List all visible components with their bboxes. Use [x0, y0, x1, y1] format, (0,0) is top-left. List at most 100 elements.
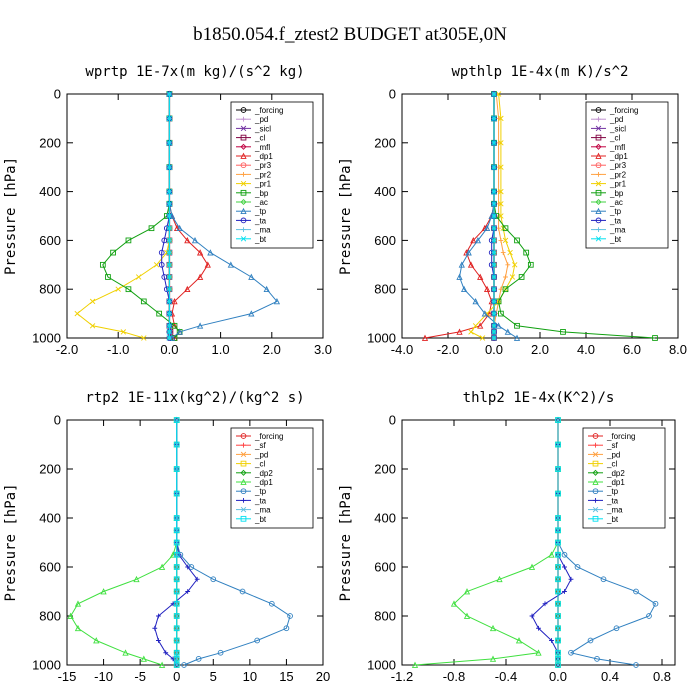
legend-label: _cl	[606, 460, 617, 469]
data-point	[514, 322, 520, 329]
x-tick-label: -0.8	[443, 669, 465, 684]
legend-label: _bt	[254, 235, 267, 244]
data-point	[140, 298, 147, 305]
data-point	[173, 490, 180, 497]
data-point	[184, 285, 191, 293]
data-point	[483, 285, 491, 293]
figure-title: b1850.054.f_ztest2 BUDGET at305E,0N	[193, 24, 507, 45]
legend-marker	[595, 236, 602, 242]
data-point	[273, 297, 281, 305]
legend-label: _forcing	[609, 106, 638, 115]
chart-panel-3: rtp2 1E-11x(kg^2)/(kg^2 s) Pressure [hPa]…	[3, 390, 330, 684]
legend-label: _ma	[254, 506, 271, 515]
data-point	[268, 600, 275, 607]
data-point	[511, 262, 518, 268]
legend-marker	[240, 207, 247, 215]
data-point	[555, 527, 561, 534]
series-bt	[555, 417, 561, 668]
data-point	[491, 164, 497, 170]
data-point	[491, 310, 497, 317]
data-point	[491, 237, 497, 244]
data-point	[503, 274, 508, 280]
data-point	[156, 613, 161, 619]
data-point	[176, 224, 183, 232]
data-point	[515, 637, 523, 644]
data-point	[173, 625, 180, 632]
data-point	[555, 613, 561, 619]
data-point	[152, 625, 158, 631]
data-point	[166, 249, 173, 256]
data-point	[529, 613, 535, 619]
data-point	[173, 662, 180, 668]
data-point	[166, 298, 173, 305]
legend-label: _ma	[606, 506, 623, 515]
data-point	[161, 237, 168, 244]
legend-marker	[592, 433, 599, 439]
legend-marker	[595, 207, 602, 215]
data-point	[489, 655, 497, 662]
legend-marker	[240, 125, 247, 132]
legend-label: _forcing	[254, 432, 283, 441]
series-bt	[173, 417, 180, 668]
data-point	[479, 335, 486, 341]
data-point	[491, 91, 497, 97]
x-tick-label: 0.0	[485, 342, 503, 357]
data-point	[505, 262, 511, 268]
data-point	[166, 164, 173, 170]
series-pr1	[74, 91, 173, 341]
data-point	[239, 588, 246, 595]
y-tick-label: 0	[54, 413, 61, 428]
legend-marker	[240, 162, 247, 169]
legend-marker	[241, 227, 246, 232]
data-point	[166, 91, 173, 97]
data-point	[548, 551, 555, 558]
chart-panel-1: wprtp 1E-7x(m kg)/(s^2 kg) Pressure [hPa]…	[3, 64, 332, 357]
data-point	[472, 323, 479, 329]
data-point	[491, 323, 497, 329]
data-point	[125, 286, 132, 293]
data-point	[633, 662, 639, 668]
data-point	[173, 466, 180, 472]
legend-marker	[240, 152, 247, 159]
x-tick-label: 2.0	[531, 342, 549, 357]
y-tick-label: 1000	[32, 331, 61, 346]
data-point	[248, 310, 255, 317]
series-line	[70, 420, 178, 666]
data-point	[468, 329, 474, 335]
data-point	[217, 649, 224, 656]
data-point	[502, 225, 509, 232]
legend-marker	[593, 498, 598, 503]
data-point	[568, 649, 574, 656]
data-point	[536, 625, 541, 631]
data-point	[196, 322, 204, 329]
data-point	[74, 624, 82, 632]
data-point	[254, 637, 261, 644]
x-tick-label: 1.0	[212, 342, 230, 357]
legend-label: _bt	[606, 515, 619, 524]
x-tick-label: -4.0	[391, 342, 413, 357]
data-point	[498, 164, 504, 170]
data-point	[176, 328, 183, 335]
legend-label: _bp	[254, 189, 269, 198]
data-point	[166, 310, 173, 317]
legend-label: _sf	[254, 441, 266, 450]
data-point	[460, 285, 468, 293]
data-point	[555, 551, 561, 558]
x-tick-label: 0.0	[160, 342, 178, 357]
legend-label: _ma	[609, 226, 626, 235]
legend-marker	[595, 152, 602, 159]
legend-marker	[240, 460, 247, 467]
legend-label: _dp1	[254, 152, 273, 161]
data-point	[156, 310, 163, 317]
data-point	[568, 576, 574, 582]
x-tick-label: -1.2	[391, 669, 413, 684]
legend-marker	[592, 506, 599, 513]
data-point	[166, 274, 173, 280]
x-tick-label: 0	[173, 669, 180, 684]
data-point	[555, 564, 561, 570]
legend-marker	[596, 172, 601, 177]
data-point	[491, 201, 497, 207]
legend-marker	[241, 116, 246, 122]
data-point	[173, 417, 180, 423]
data-point	[166, 201, 173, 207]
